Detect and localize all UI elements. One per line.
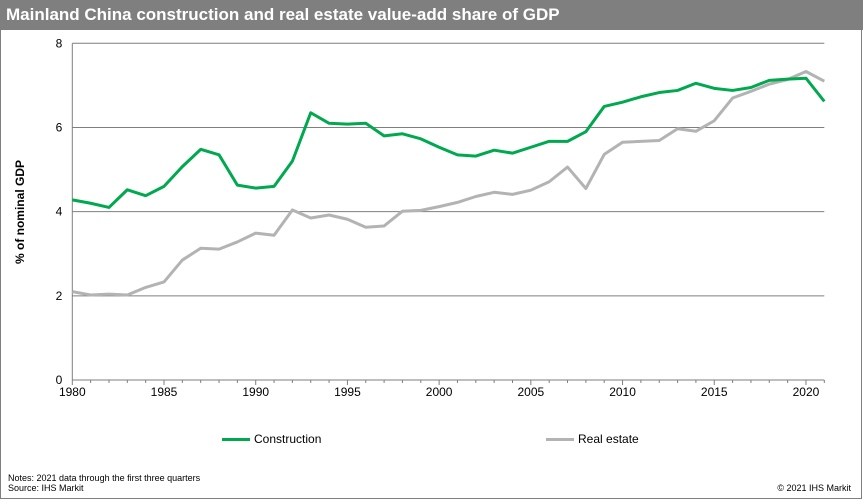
y-tick-label: 6 — [56, 120, 63, 134]
x-tick-label: 2020 — [793, 385, 820, 399]
y-tick-label: 2 — [56, 289, 63, 303]
x-tick-label: 1980 — [59, 385, 86, 399]
legend-swatch-construction — [222, 437, 250, 441]
y-axis-label: % of nominal GDP — [13, 160, 27, 265]
source-text: Source: IHS Markit — [8, 483, 84, 493]
footnotes: Notes: 2021 data through the first three… — [8, 473, 200, 493]
x-tick-label: 1985 — [151, 385, 178, 399]
x-tick-label: 2000 — [426, 385, 453, 399]
series-line-construction — [72, 76, 826, 209]
chart-title: Mainland China construction and real est… — [0, 0, 863, 30]
legend-swatch-real-estate — [546, 437, 574, 441]
legend-construction: Construction — [222, 432, 321, 446]
chart-frame — [0, 30, 862, 499]
x-tick-label: 1995 — [334, 385, 361, 399]
series-line-real-estate — [72, 69, 826, 297]
y-tick-label: 4 — [56, 205, 63, 219]
legend-label: Construction — [254, 432, 322, 446]
x-tick-label: 2015 — [701, 385, 728, 399]
y-tick-label: 8 — [56, 36, 63, 50]
x-tick-label: 2010 — [609, 385, 636, 399]
x-tick-label: 2005 — [517, 385, 544, 399]
copyright: © 2021 IHS Markit — [777, 483, 851, 493]
notes-text: Notes: 2021 data through the first three… — [8, 473, 201, 483]
y-tick-label: 0 — [56, 373, 63, 387]
legend-label: Real estate — [578, 432, 639, 446]
x-tick-label: 1990 — [242, 385, 269, 399]
legend-real-estate: Real estate — [546, 432, 639, 446]
